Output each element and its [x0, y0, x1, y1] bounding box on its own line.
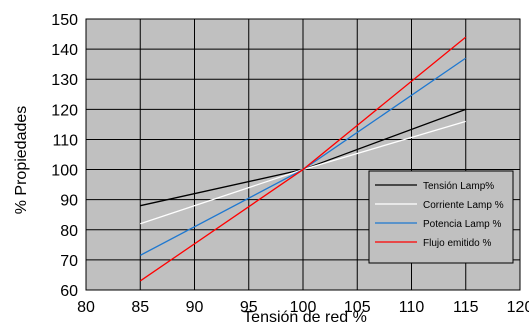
- x-tick-label: 110: [399, 299, 425, 316]
- x-axis-label: Tensión de red %: [243, 309, 367, 326]
- series-lines: [139, 36, 467, 282]
- y-tick-label: 60: [60, 283, 78, 300]
- y-tick-label: 110: [52, 132, 78, 149]
- y-axis-ticks: 60 70 80 90 100 110 120 130 140 150: [51, 12, 78, 300]
- legend-label: Potencia Lamp %: [423, 219, 501, 230]
- x-tick-label: 115: [453, 299, 479, 316]
- legend: Tensión Lamp% Corriente Lamp % Potencia La…: [368, 170, 514, 264]
- x-tick-label: 105: [344, 299, 371, 316]
- x-tick-label: 90: [186, 299, 204, 316]
- y-tick-label: 70: [60, 253, 78, 270]
- x-tick-label: 80: [77, 299, 95, 316]
- y-tick-label: 140: [51, 42, 78, 59]
- x-axis-ticks: 80 85 90 95 100 105 110 115 120: [77, 299, 529, 316]
- y-tick-label: 80: [60, 223, 78, 240]
- series-line: [139, 36, 467, 282]
- legend-label: Tensión Lamp%: [423, 181, 494, 192]
- y-tick-label: 120: [51, 102, 78, 119]
- x-tick-label: 120: [507, 299, 529, 316]
- legend-label: Corriente Lamp %: [423, 200, 504, 211]
- legend-label: Flujo emitido %: [423, 238, 491, 249]
- legend-box: [368, 170, 514, 264]
- y-axis-label: % Propiedades: [13, 106, 30, 215]
- x-tick-label: 100: [290, 299, 317, 316]
- y-tick-label: 100: [51, 163, 78, 180]
- y-tick-label: 130: [51, 72, 78, 89]
- plot-frame: [85, 18, 521, 291]
- x-tick-label: 85: [131, 299, 149, 316]
- y-tick-label: 150: [51, 12, 78, 29]
- x-tick-label: 95: [240, 299, 258, 316]
- y-tick-label: 90: [60, 193, 78, 210]
